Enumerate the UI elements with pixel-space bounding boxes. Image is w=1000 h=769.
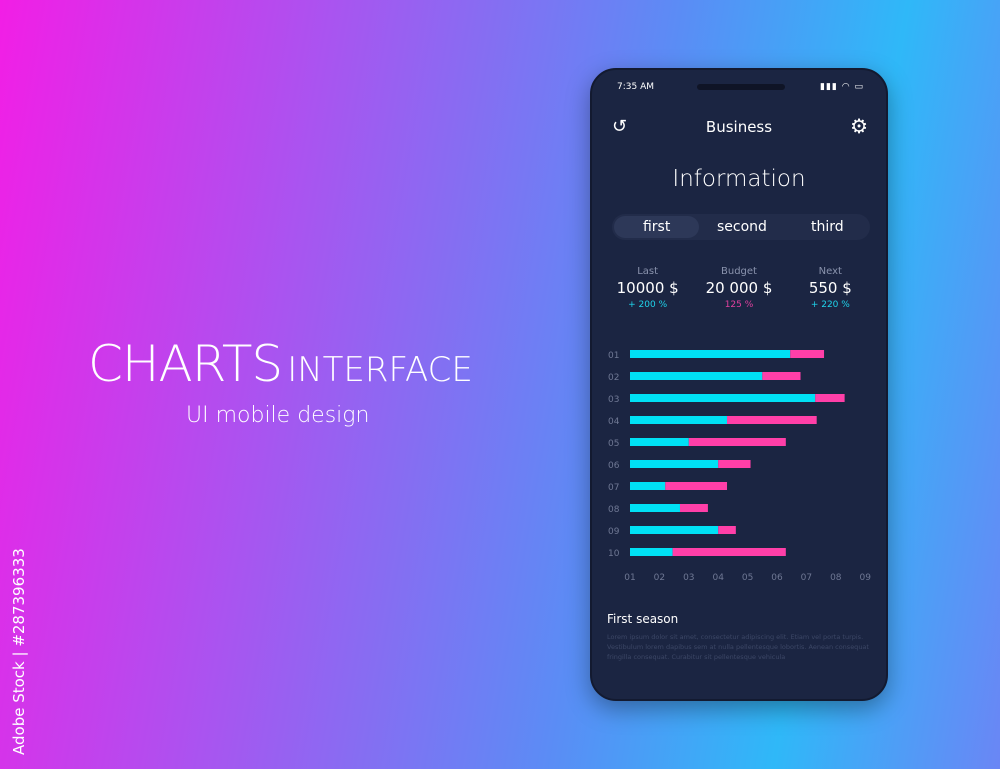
x-tick-label: 05: [742, 573, 753, 583]
bar-segment-cyan: [630, 460, 719, 468]
y-tick-label: 02: [608, 373, 619, 383]
stat-label: Next: [818, 266, 842, 277]
bar-segment-cyan: [630, 416, 728, 424]
hero-title-small: INTERFACE: [287, 350, 473, 390]
tab-bar: first second third: [612, 214, 870, 240]
stat-change: + 200 %: [628, 300, 668, 310]
bar-segment-pink: [718, 526, 736, 534]
x-tick-label: 02: [654, 573, 665, 583]
stat-value: 10000 $: [616, 279, 679, 297]
bar-segment-pink: [672, 548, 786, 556]
y-tick-label: 05: [608, 439, 619, 449]
bar-segment-cyan: [630, 482, 666, 490]
x-tick-label: 06: [771, 573, 783, 583]
body-text: Lorem ipsum dolor sit amet, consectetur …: [607, 633, 869, 661]
bar-segment-pink: [688, 438, 786, 446]
status-icons: ▮▮▮ ◠ ▭: [820, 82, 864, 92]
bar-chart: 01 02 03 04 05 06 07 08 09 10 01 02 03 04 05 06 07 08 09: [608, 350, 871, 583]
tab-second[interactable]: second: [717, 219, 767, 235]
wifi-icon: ◠: [841, 82, 851, 92]
hero-title-big: CHARTS: [88, 335, 283, 393]
stat-change: 125 %: [724, 300, 754, 310]
y-tick-label: 08: [608, 505, 620, 515]
stats: Last 10000 $ + 200 % Budget 20 000 $ 125 % N…: [592, 266, 886, 310]
hero-subtitle: UI mobile design: [186, 403, 370, 428]
battery-icon: ▭: [854, 82, 864, 92]
stat-budget: Budget 20 000 $ 125 %: [694, 266, 784, 310]
side-watermark: Adobe Stock | #287396333: [10, 548, 28, 755]
y-tick-label: 06: [608, 461, 620, 471]
bar-segment-cyan: [630, 350, 791, 358]
stat-change: + 220 %: [810, 300, 850, 310]
tab-first[interactable]: first: [614, 216, 700, 238]
tab-third[interactable]: third: [810, 219, 844, 235]
x-tick-label: 08: [830, 573, 842, 583]
bar-segment-pink: [718, 460, 751, 468]
stat-label: Budget: [721, 266, 757, 277]
bar-segment-cyan: [630, 394, 816, 402]
x-tick-label: 04: [712, 573, 724, 583]
bar-segment-pink: [665, 482, 728, 490]
phone: 7:35 AM ▮▮▮ ◠ ▭ ↺ Business ⚙ Information…: [590, 68, 888, 701]
gear-icon[interactable]: ⚙: [850, 114, 868, 138]
bar-segment-pink: [762, 372, 801, 380]
x-tick-label: 09: [859, 573, 871, 583]
x-tick-label: 07: [801, 573, 812, 583]
y-tick-label: 04: [608, 417, 620, 427]
section-title: First season: [607, 612, 679, 626]
y-tick-label: 09: [608, 527, 620, 537]
hero: CHARTS INTERFACE UI mobile design: [88, 335, 473, 428]
history-icon[interactable]: ↺: [612, 116, 628, 137]
x-tick-label: 01: [624, 573, 635, 583]
bar-segment-cyan: [630, 438, 689, 446]
y-tick-label: 01: [608, 351, 619, 361]
stat-last: Last 10000 $ + 200 %: [603, 266, 693, 310]
bar-segment-pink: [790, 350, 825, 358]
y-tick-label: 03: [608, 395, 619, 405]
header-title: Business: [705, 118, 773, 136]
stat-value: 20 000 $: [705, 279, 773, 297]
bar-segment-cyan: [630, 372, 763, 380]
stat-label: Last: [637, 266, 659, 277]
status-time: 7:35 AM: [617, 82, 654, 92]
stat-value: 550 $: [808, 279, 852, 297]
bar-segment-cyan: [630, 526, 719, 534]
bar-segment-cyan: [630, 504, 680, 512]
y-tick-label: 07: [608, 483, 619, 493]
phone-notch: [697, 84, 785, 90]
stat-next: Next 550 $ + 220 %: [785, 266, 875, 310]
signal-icon: ▮▮▮: [820, 82, 838, 92]
x-tick-label: 03: [683, 573, 694, 583]
bar-segment-cyan: [630, 548, 673, 556]
bar-segment-pink: [815, 394, 845, 402]
bar-segment-pink: [727, 416, 817, 424]
y-tick-label: 10: [608, 549, 620, 559]
bar-segment-pink: [679, 504, 708, 512]
page-title: Information: [672, 166, 806, 192]
